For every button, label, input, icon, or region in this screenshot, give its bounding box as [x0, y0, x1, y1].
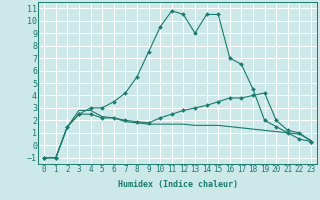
X-axis label: Humidex (Indice chaleur): Humidex (Indice chaleur): [118, 180, 238, 189]
